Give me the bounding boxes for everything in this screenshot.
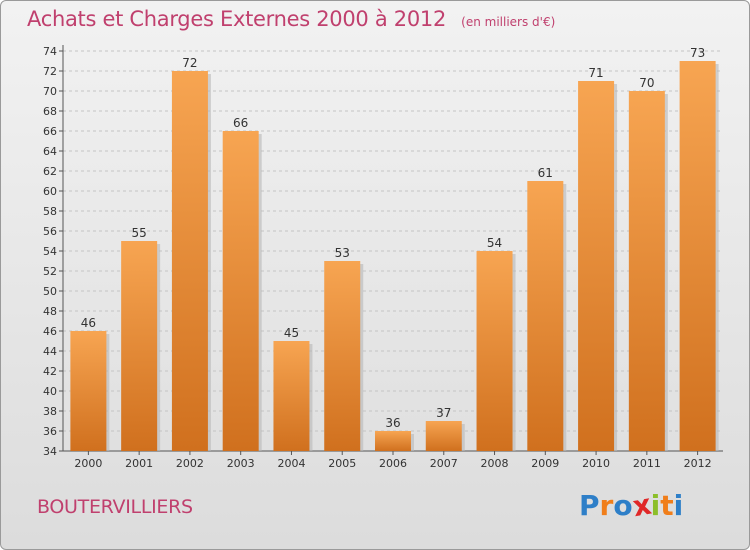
x-tick-label: 2000 <box>74 457 102 470</box>
x-tick-label: 2009 <box>531 457 559 470</box>
y-tick-label: 62 <box>43 165 57 178</box>
y-tick-label: 66 <box>43 125 57 138</box>
chart-unit: (en milliers d'€) <box>461 15 556 29</box>
y-tick-label: 52 <box>43 265 57 278</box>
y-tick-label: 48 <box>43 305 57 318</box>
y-tick-label: 68 <box>43 105 57 118</box>
logo-letter: P <box>579 489 600 522</box>
value-label: 71 <box>588 66 603 80</box>
value-label: 72 <box>182 56 197 70</box>
title-row: Achats et Charges Externes 2000 à 2012 (… <box>27 7 555 31</box>
y-tick-label: 34 <box>43 445 57 458</box>
logo-letter: o <box>613 489 633 522</box>
logo-letter: i <box>673 489 684 522</box>
y-tick-label: 38 <box>43 405 57 418</box>
bar-2009 <box>527 181 564 451</box>
y-tick-label: 54 <box>43 245 57 258</box>
value-label: 36 <box>385 416 400 430</box>
y-tick-label: 60 <box>43 185 57 198</box>
x-tick-label: 2004 <box>277 457 305 470</box>
bars <box>70 61 719 451</box>
x-tick-label: 2001 <box>125 457 153 470</box>
value-label: 70 <box>639 76 654 90</box>
y-tick-label: 70 <box>43 85 57 98</box>
axes: 34 36 38 40 42 44 46 48 50 52 54 56 58 60 62 64 66 68 70 72… <box>43 45 723 470</box>
value-label: 66 <box>233 116 248 130</box>
bar-2003 <box>222 131 259 451</box>
value-labels: 46 55 72 66 45 53 36 37 54 61 71 70 73 <box>81 46 706 430</box>
proxiti-logo: Proxiti <box>579 488 684 524</box>
y-tick-label: 40 <box>43 385 57 398</box>
logo-letter: r <box>599 489 614 522</box>
y-tick-label: 72 <box>43 65 57 78</box>
bar-2008 <box>476 251 513 451</box>
x-tick-label: 2012 <box>684 457 712 470</box>
grid-lines <box>63 50 723 452</box>
x-tick-label: 2008 <box>481 457 509 470</box>
value-label: 45 <box>284 326 299 340</box>
x-tick-label: 2002 <box>176 457 204 470</box>
x-tick-label: 2011 <box>633 457 661 470</box>
chart-title: Achats et Charges Externes 2000 à 2012 <box>27 7 447 31</box>
y-tick-label: 36 <box>43 425 57 438</box>
x-tick-label: 2010 <box>582 457 610 470</box>
logo-letter: i <box>650 489 661 522</box>
bar-2010 <box>578 81 615 451</box>
bar-2004 <box>273 341 310 451</box>
bar-2005 <box>324 261 361 451</box>
x-tick-label: 2003 <box>227 457 255 470</box>
value-label: 54 <box>487 236 502 250</box>
bar-2006 <box>375 431 411 451</box>
y-tick-label: 50 <box>43 285 57 298</box>
y-tick-label: 44 <box>43 345 57 358</box>
y-tick-label: 46 <box>43 325 57 338</box>
x-tick-label: 2005 <box>328 457 356 470</box>
x-tick-label: 2006 <box>379 457 407 470</box>
x-tick-label: 2007 <box>430 457 458 470</box>
commune-name: BOUTERVILLIERS <box>37 496 193 518</box>
logo-letter: t <box>660 489 674 522</box>
y-tick-label: 64 <box>43 145 57 158</box>
bar-2007 <box>425 421 462 451</box>
value-label: 53 <box>335 246 350 260</box>
value-label: 46 <box>81 316 96 330</box>
bar-2001 <box>121 241 158 451</box>
y-tick-label: 42 <box>43 365 57 378</box>
value-label: 61 <box>538 166 553 180</box>
bar-2002 <box>171 71 208 451</box>
value-label: 73 <box>690 46 705 60</box>
y-tick-label: 58 <box>43 205 57 218</box>
bar-2011 <box>628 91 665 451</box>
y-tick-label: 56 <box>43 225 57 238</box>
bar-2000 <box>70 331 107 451</box>
bar-2012 <box>679 61 716 451</box>
value-label: 55 <box>132 226 147 240</box>
value-label: 37 <box>436 406 451 420</box>
y-tick-label: 74 <box>43 45 57 58</box>
